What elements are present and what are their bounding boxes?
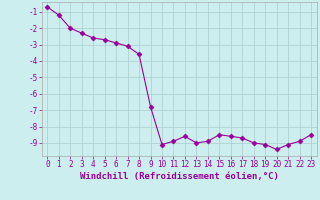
X-axis label: Windchill (Refroidissement éolien,°C): Windchill (Refroidissement éolien,°C) [80,172,279,181]
